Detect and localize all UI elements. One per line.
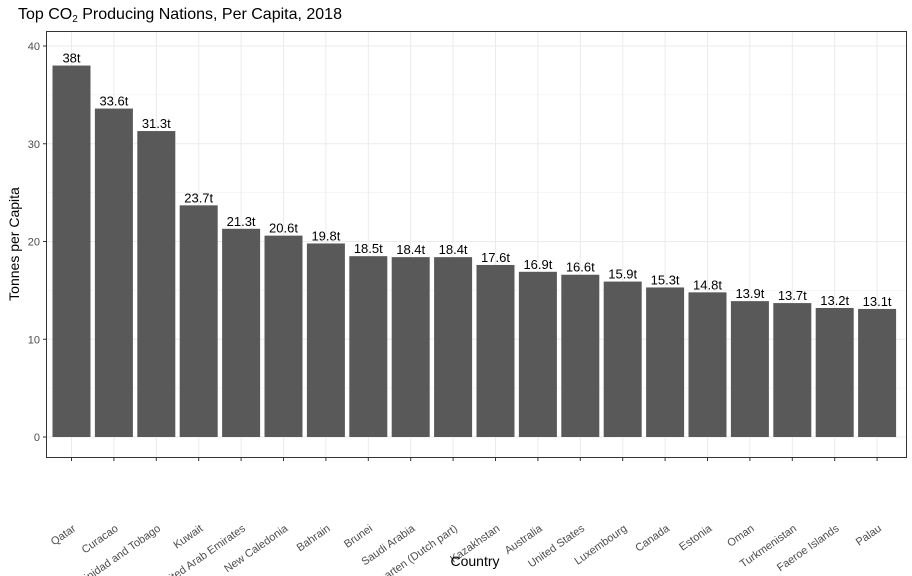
bar	[858, 308, 897, 437]
data-label: 38t	[62, 51, 80, 66]
data-label: 33.6t	[99, 94, 128, 109]
data-label: 16.6t	[566, 260, 595, 275]
data-label: 23.7t	[184, 190, 213, 205]
x-tick-label: Bahrain	[295, 523, 333, 555]
bar	[646, 287, 685, 437]
bar	[730, 301, 769, 437]
data-label: 13.9t	[735, 286, 764, 301]
x-axis-label: Country	[450, 553, 499, 569]
data-label: 15.9t	[608, 267, 637, 282]
data-label: 14.8t	[693, 277, 722, 292]
x-tick-label: Palau	[854, 523, 884, 549]
data-label: 13.7t	[778, 288, 807, 303]
data-labels: 38t 33.6t 31.3t 23.7t 21.3t 20.6t 19.8t 18.5t 18…	[62, 51, 891, 309]
y-tick-label: 20	[28, 237, 40, 249]
x-tick-label: Oman	[725, 523, 756, 550]
bar	[815, 307, 854, 437]
bar	[603, 281, 642, 437]
x-tick-label: Estonia	[677, 522, 715, 553]
data-label: 13.1t	[863, 294, 892, 309]
data-label: 13.2t	[820, 293, 849, 308]
x-tick-label: Brunei	[342, 523, 375, 551]
bar	[476, 264, 515, 437]
bar	[391, 257, 430, 437]
x-tick-label: Canada	[633, 522, 672, 554]
data-label: 21.3t	[227, 214, 256, 229]
bar	[688, 292, 727, 437]
bar	[52, 65, 91, 438]
bar	[434, 257, 473, 437]
y-axis-label: Tonnes per Capita	[6, 187, 22, 301]
data-label: 20.6t	[269, 221, 298, 236]
bar	[518, 271, 557, 437]
bars	[52, 65, 897, 438]
chart-title: Top CO2 Producing Nations, Per Capita, 2…	[18, 6, 342, 25]
data-label: 18.4t	[439, 242, 468, 257]
bar	[561, 274, 600, 437]
data-label: 16.9t	[523, 257, 552, 272]
x-tick-label: Kuwait	[171, 523, 205, 552]
data-label: 15.3t	[651, 272, 680, 287]
data-label: 17.6t	[481, 250, 510, 265]
y-axis: 0 10 20 30 40	[28, 41, 47, 444]
bar	[264, 235, 303, 437]
panel-border	[46, 31, 907, 458]
y-tick-label: 0	[34, 432, 40, 444]
y-tick-label: 30	[28, 139, 40, 151]
data-label: 31.3t	[142, 116, 171, 131]
bar	[94, 108, 133, 437]
y-tick-label: 10	[28, 334, 40, 346]
data-label: 18.4t	[396, 242, 425, 257]
x-tick-label: Qatar	[49, 522, 79, 548]
y-tick-label: 40	[28, 41, 40, 53]
bar	[222, 228, 261, 437]
data-label: 18.5t	[354, 241, 383, 256]
bar	[773, 303, 812, 437]
bar	[349, 256, 388, 437]
bar	[137, 131, 176, 438]
bar	[306, 243, 345, 437]
data-label: 19.8t	[311, 228, 340, 243]
bar	[179, 205, 218, 437]
